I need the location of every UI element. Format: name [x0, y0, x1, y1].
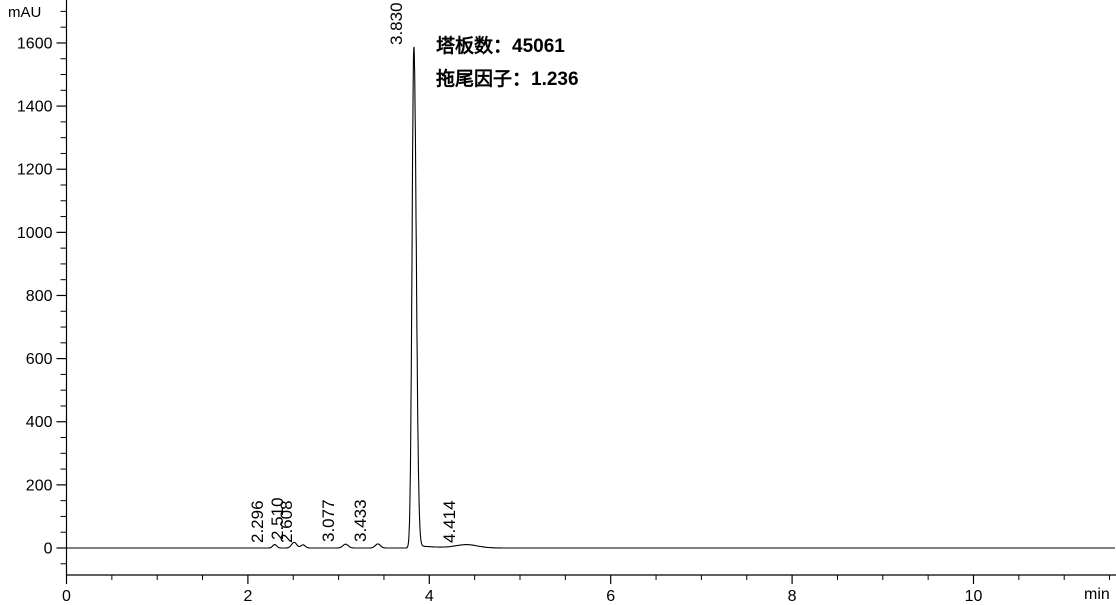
- y-axis-unit-label: mAU: [8, 4, 42, 21]
- x-tick-label: 8: [788, 588, 797, 605]
- y-tick-label: 800: [26, 288, 53, 305]
- y-tick-label: 200: [26, 477, 53, 494]
- tailing-factor-annotation: 拖尾因子：1.236: [436, 69, 579, 90]
- annotation-block: 塔板数：45061 拖尾因子：1.236: [436, 30, 579, 96]
- y-tick-label: 1400: [17, 99, 53, 116]
- x-tick-label: 6: [606, 588, 615, 605]
- peak-label-3.077: 3.077: [319, 499, 339, 543]
- x-tick-label: 4: [425, 588, 434, 605]
- y-tick-label: 0: [44, 541, 53, 558]
- peak-label-4.414: 4.414: [440, 500, 460, 543]
- x-tick-label: 0: [62, 588, 71, 605]
- y-tick-label: 1600: [17, 35, 53, 52]
- x-tick-label: 10: [965, 588, 983, 605]
- y-tick-label: 1200: [17, 162, 53, 179]
- peak-label-3.830: 3.830: [387, 2, 407, 45]
- chromatogram-trace: [66, 46, 1116, 549]
- y-tick-label: 400: [26, 414, 53, 431]
- x-axis-unit-label: min: [1084, 586, 1110, 603]
- y-tick-label: 1000: [17, 225, 53, 242]
- peak-label-3.433: 3.433: [351, 499, 371, 542]
- x-tick-label: 2: [243, 588, 252, 605]
- peak-label-2.296: 2.296: [248, 499, 268, 543]
- peak-label-2.608: 2.608: [276, 500, 296, 543]
- theoretical-plates-annotation: 塔板数：45061: [436, 36, 565, 57]
- y-tick-label: 600: [26, 351, 53, 368]
